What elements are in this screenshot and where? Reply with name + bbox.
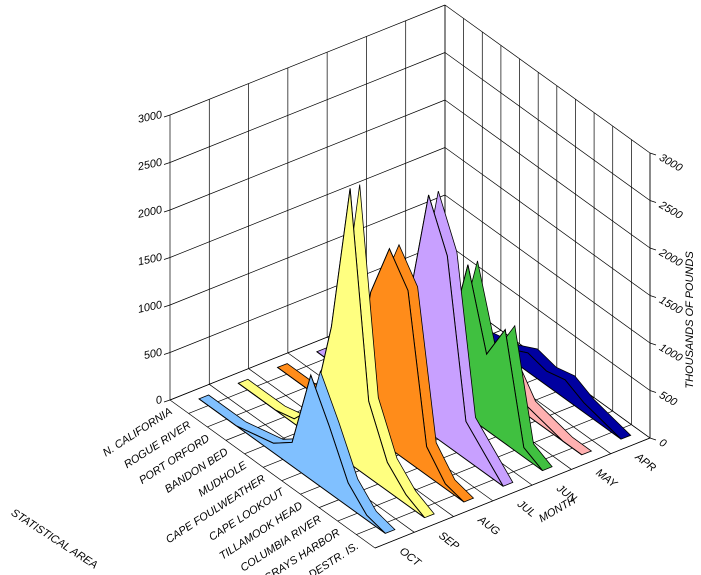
depth-tick-label: JUL — [514, 498, 538, 520]
depth-tick-label: AUG — [475, 513, 502, 538]
depth-tick-label: OCT — [397, 545, 424, 570]
y-tick-label: 1000 — [137, 299, 164, 316]
y-tick-label: 2500 — [136, 156, 164, 173]
tick-mark — [649, 295, 657, 298]
y-axis-title: THOUSANDS OF POUNDS — [684, 251, 696, 389]
depth-tick-label: SEP — [436, 530, 461, 553]
tick-mark — [163, 352, 171, 355]
y-tick-label: 500 — [143, 346, 164, 362]
x-axis-title: STATISTICAL AREA — [9, 507, 100, 572]
grid-line — [444, 194, 651, 344]
grid-line — [444, 147, 651, 296]
grid-line — [169, 4, 446, 116]
tick-mark — [649, 342, 657, 346]
tick-mark — [649, 152, 657, 156]
ribbon — [237, 188, 425, 519]
depth-axis-title: MONTH — [537, 495, 578, 526]
tick-mark — [163, 162, 171, 165]
grid-line — [169, 147, 446, 258]
y-tick-label: 3000 — [657, 152, 685, 175]
tick-mark — [163, 257, 171, 260]
grid-line — [169, 52, 446, 163]
ribbon — [198, 373, 386, 534]
y-tick-label: 2000 — [136, 204, 164, 221]
tick-mark — [163, 209, 171, 213]
y-tick-label: 2500 — [656, 199, 685, 223]
tick-mark — [649, 200, 657, 203]
y-tick-label: 1000 — [657, 342, 685, 365]
grid-line — [169, 194, 446, 306]
y-tick-label: 3000 — [137, 109, 164, 126]
y-tick-label: 0 — [657, 437, 669, 451]
y-tick-label: 500 — [657, 389, 680, 409]
tick-mark — [163, 114, 171, 118]
grid-line — [444, 4, 651, 154]
tick-mark — [649, 390, 657, 393]
tick-mark — [163, 399, 171, 403]
grid-line — [444, 52, 651, 201]
depth-tick-label: MAY — [593, 467, 619, 491]
grid-line — [169, 99, 446, 211]
tick-mark — [649, 437, 657, 441]
grid-line — [444, 99, 651, 249]
y-tick-label: 1500 — [657, 294, 685, 317]
axis-line — [374, 437, 651, 549]
floor-line — [169, 399, 376, 549]
tick-mark — [649, 247, 657, 251]
tick-mark — [163, 304, 171, 308]
y-tick-label: 0 — [155, 394, 164, 407]
y-tick-label: 1500 — [137, 251, 164, 268]
depth-tick-label: APR — [632, 450, 658, 474]
y-tick-label: 2000 — [656, 246, 685, 270]
